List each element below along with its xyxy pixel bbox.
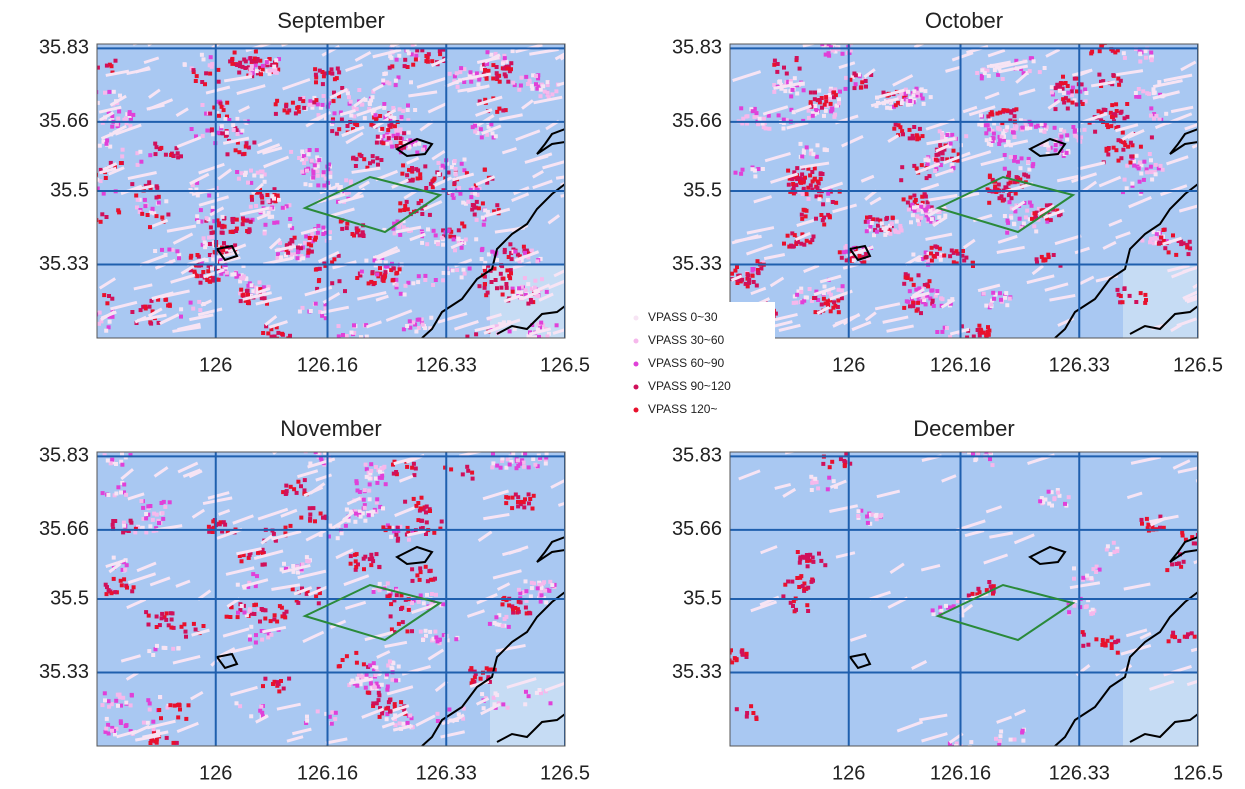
y-tick-label: 35.83 <box>672 445 722 467</box>
y-tick-label: 35.66 <box>672 110 722 132</box>
legend-label: VPASS 120~ <box>648 402 718 416</box>
legend-label: VPASS 60~90 <box>648 356 724 370</box>
y-tick-label: 35.83 <box>39 445 89 467</box>
map-area <box>730 38 1216 344</box>
legend-dot <box>634 408 639 413</box>
x-tick-label: 126.5 <box>540 354 590 376</box>
legend-dot <box>634 362 639 367</box>
y-tick-label: 35.66 <box>672 518 722 540</box>
legend-dot <box>634 339 639 344</box>
panel-title: November <box>280 416 381 441</box>
map-panel <box>719 447 1219 757</box>
legend-label: VPASS 30~60 <box>648 333 724 347</box>
y-tick-label: 35.5 <box>683 179 722 201</box>
map-area <box>719 447 1219 757</box>
legend-dot <box>634 316 639 321</box>
legend-label: VPASS 90~120 <box>648 379 731 393</box>
x-tick-label: 126 <box>832 762 865 784</box>
map-panel <box>97 445 579 746</box>
x-tick-label: 126.16 <box>297 354 358 376</box>
panel-title: December <box>913 416 1014 441</box>
land-area <box>490 672 565 746</box>
panel-title: October <box>925 8 1003 33</box>
legend: VPASS 0~30 VPASS 30~60 VPASS 60~90 VPASS 90… <box>625 302 775 426</box>
y-tick-label: 35.5 <box>50 179 89 201</box>
x-tick-label: 126.16 <box>297 762 358 784</box>
legend-label: VPASS 0~30 <box>648 310 718 324</box>
y-tick-label: 35.33 <box>672 661 722 683</box>
land-area <box>1123 672 1198 746</box>
x-tick-label: 126.16 <box>930 354 991 376</box>
y-tick-label: 35.33 <box>39 253 89 275</box>
y-tick-label: 35.5 <box>683 587 722 609</box>
map-panel <box>730 38 1216 344</box>
panel-title: September <box>277 8 385 33</box>
y-tick-label: 35.66 <box>39 518 89 540</box>
x-tick-label: 126.5 <box>540 762 590 784</box>
x-tick-label: 126.33 <box>1049 762 1110 784</box>
map-area <box>97 445 579 746</box>
x-tick-label: 126.16 <box>930 762 991 784</box>
map-panel <box>83 36 590 345</box>
x-tick-label: 126 <box>199 762 232 784</box>
y-tick-label: 35.33 <box>672 253 722 275</box>
legend-dot <box>634 385 639 390</box>
map-area <box>83 36 590 345</box>
x-tick-label: 126.5 <box>1173 762 1223 784</box>
x-tick-label: 126 <box>832 354 865 376</box>
y-tick-label: 35.5 <box>50 587 89 609</box>
x-tick-label: 126.33 <box>1049 354 1110 376</box>
x-tick-label: 126.33 <box>416 354 477 376</box>
y-tick-label: 35.66 <box>39 110 89 132</box>
y-tick-label: 35.83 <box>39 37 89 59</box>
x-tick-label: 126.33 <box>416 762 477 784</box>
x-tick-label: 126.5 <box>1173 354 1223 376</box>
y-tick-label: 35.83 <box>672 37 722 59</box>
y-tick-label: 35.33 <box>39 661 89 683</box>
x-tick-label: 126 <box>199 354 232 376</box>
